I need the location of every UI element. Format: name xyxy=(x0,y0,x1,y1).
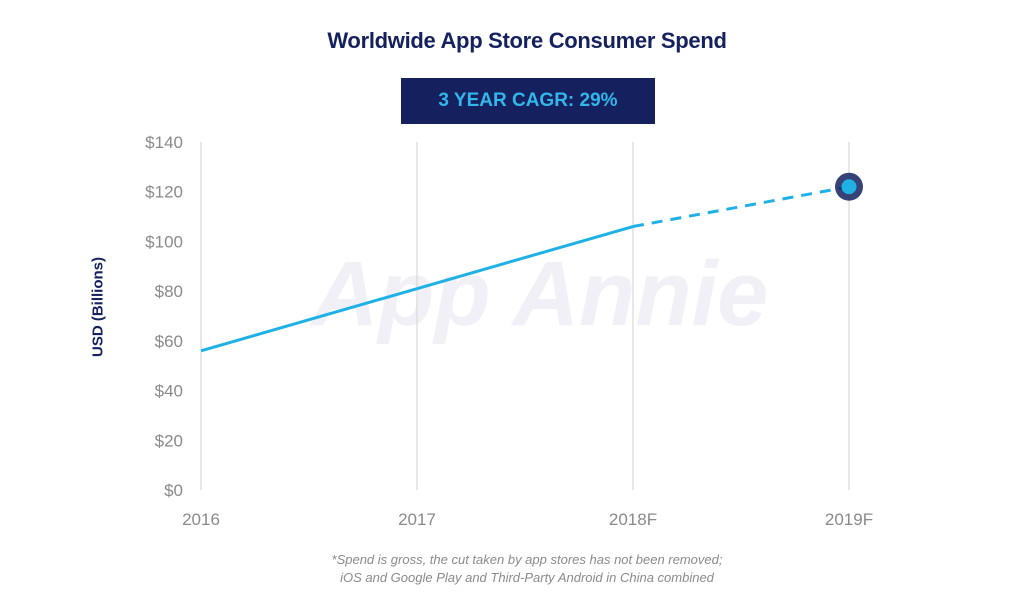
series-line-solid xyxy=(200,225,634,353)
y-tick-label: $100 xyxy=(145,232,183,251)
footnote-line-1: *Spend is gross, the cut taken by app st… xyxy=(331,552,723,567)
y-tick-label: $80 xyxy=(155,282,183,301)
y-tick-label: $0 xyxy=(164,481,183,500)
cagr-badge: 3 YEAR CAGR: 29% xyxy=(401,78,655,124)
series-line-dashed-forecast xyxy=(632,185,850,228)
watermark-text: App Annie xyxy=(310,243,769,345)
x-tick-label: 2017 xyxy=(398,510,436,529)
footnote: *Spend is gross, the cut taken by app st… xyxy=(0,551,1024,587)
x-tick-label: 2018F xyxy=(609,510,657,529)
y-tick-label: $40 xyxy=(155,382,183,401)
chart-title: Worldwide App Store Consumer Spend xyxy=(327,28,727,53)
forecast-marker-dot xyxy=(841,179,857,195)
x-tick-label: 2016 xyxy=(182,510,220,529)
x-tick-label: 2019F xyxy=(825,510,873,529)
y-tick-label: $120 xyxy=(145,183,183,202)
y-tick-label: $60 xyxy=(155,332,183,351)
y-tick-label: $20 xyxy=(155,431,183,450)
footnote-line-2: iOS and Google Play and Third-Party Andr… xyxy=(340,570,714,585)
y-tick-label: $140 xyxy=(145,133,183,152)
